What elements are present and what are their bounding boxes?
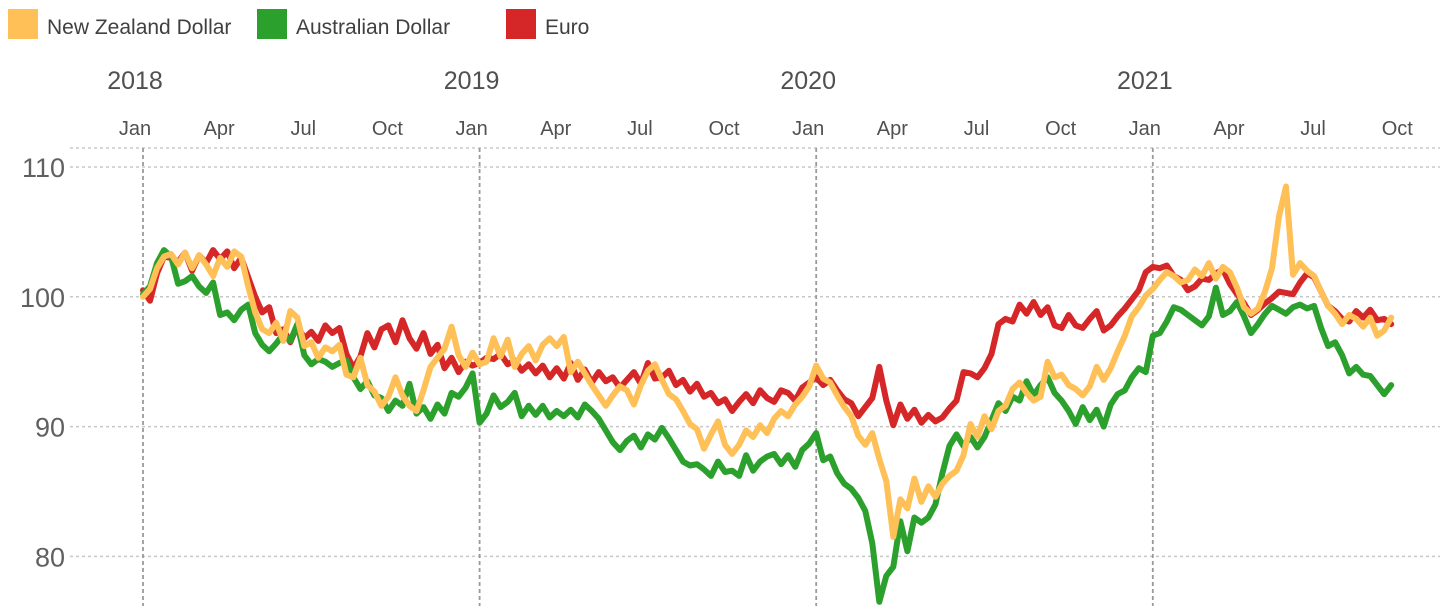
month-tick-label: Oct	[1045, 118, 1077, 140]
month-tick-label: Jan	[455, 118, 487, 140]
series-lines	[140, 183, 1395, 605]
month-tick-label: Apr	[540, 118, 571, 140]
y-tick-label-80: 80	[35, 542, 65, 572]
month-tick-label: Jul	[627, 118, 653, 140]
y-tick-label-90: 90	[35, 413, 65, 443]
legend-swatch-australian-dollar	[257, 9, 287, 39]
month-tick-labels: Jan Apr Jul Oct Jan Apr Jul Oct Jan Apr Jul Oct Jan A…	[119, 118, 1413, 140]
y-axis-tick-labels: 80 90 100 110	[20, 153, 65, 572]
y-tick-label-100: 100	[20, 283, 65, 313]
legend-label-euro: Euro	[545, 16, 589, 39]
series-line-new-zealand-dollar	[140, 183, 1395, 540]
month-tick-label: Jan	[1129, 118, 1161, 140]
month-tick-label: Jul	[1300, 118, 1326, 140]
month-tick-label: Jan	[119, 118, 151, 140]
year-label-2021: 2021	[1117, 67, 1173, 95]
year-labels: 2018 2019 2020 2021	[107, 67, 1172, 95]
year-label-2020: 2020	[780, 67, 836, 95]
year-label-2018: 2018	[107, 67, 163, 95]
month-tick-label: Oct	[1382, 118, 1414, 140]
horizontal-gridlines	[70, 147, 1440, 558]
month-tick-label: Apr	[1213, 118, 1244, 140]
month-tick-label: Jul	[291, 118, 317, 140]
month-tick-label: Oct	[372, 118, 404, 140]
year-gridlines	[142, 148, 1154, 606]
legend-swatch-euro	[506, 9, 536, 39]
legend-item-australian-dollar: Australian Dollar	[257, 9, 450, 39]
month-tick-label: Jan	[792, 118, 824, 140]
legend-swatch-new-zealand-dollar	[8, 9, 38, 39]
month-tick-label: Jul	[964, 118, 990, 140]
month-tick-label: Apr	[877, 118, 908, 140]
legend-item-new-zealand-dollar: New Zealand Dollar	[8, 9, 231, 39]
y-tick-label-110: 110	[22, 153, 65, 183]
legend-label-new-zealand-dollar: New Zealand Dollar	[47, 16, 231, 39]
series-line-australian-dollar	[140, 247, 1395, 605]
legend-label-australian-dollar: Australian Dollar	[296, 16, 450, 39]
chart-legend: New Zealand Dollar Australian Dollar Eur…	[8, 9, 589, 39]
legend-item-euro: Euro	[506, 9, 589, 39]
month-tick-label: Oct	[708, 118, 740, 140]
year-label-2019: 2019	[444, 67, 500, 95]
month-tick-label: Apr	[204, 118, 235, 140]
